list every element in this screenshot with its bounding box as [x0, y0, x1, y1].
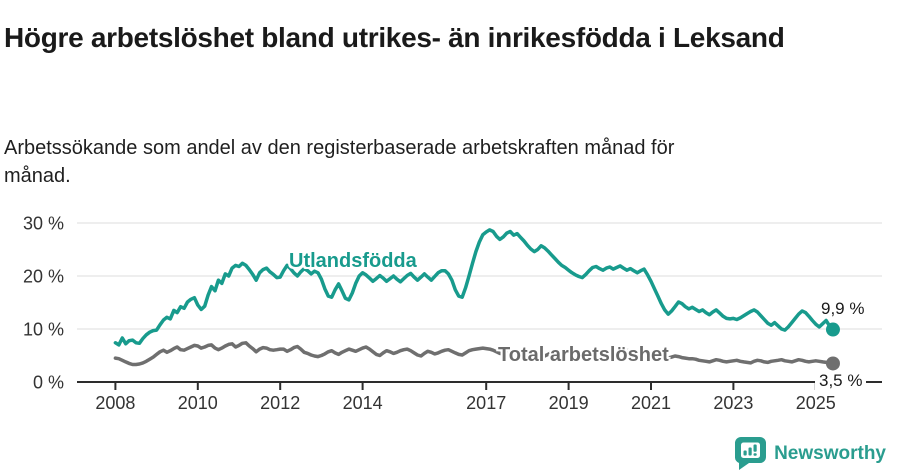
- series-end-dot-total: [825, 356, 840, 371]
- end-value-utlandsfodda: 9,9 %: [821, 299, 865, 318]
- newsworthy-logo[interactable]: Newsworthy: [735, 437, 886, 470]
- logo-bar-1: [743, 450, 747, 456]
- x-tick-label: 2010: [178, 393, 218, 413]
- end-value-total: 3,5 %: [815, 371, 867, 391]
- x-tick-label: 2019: [549, 393, 589, 413]
- series-label-utlandsfodda: Utlandsfödda: [289, 250, 417, 272]
- logo-exclamation-dot: [753, 453, 757, 456]
- series-label-total-arbetsloshet: Total arbetslöshet: [498, 344, 669, 366]
- x-tick-label: 2012: [260, 393, 300, 413]
- x-tick-label: 2021: [631, 393, 671, 413]
- y-tick-label: 20 %: [23, 267, 64, 287]
- x-tick-label: 2008: [95, 393, 135, 413]
- y-tick-label: 0 %: [33, 373, 64, 393]
- logo-exclamation-bar: [753, 444, 757, 452]
- page-title: Högre arbetslöshet bland utrikes- än inr…: [4, 21, 785, 53]
- y-tick-label: 10 %: [23, 320, 64, 340]
- x-tick-label: 2014: [343, 393, 383, 413]
- x-tick-label: 2017: [466, 393, 506, 413]
- y-tick-label: 30 %: [23, 214, 64, 234]
- newsworthy-logo-text: Newsworthy: [774, 442, 886, 464]
- x-tick-label: 2023: [713, 393, 753, 413]
- newsworthy-logo-icon: [735, 437, 767, 470]
- page-subtitle: Arbetssökande som andel av den registerb…: [4, 137, 675, 187]
- series-line-total: [113, 341, 835, 367]
- series-end-dot-utlandsfodda: [825, 322, 840, 337]
- series-line-utlandsfodda: [113, 228, 835, 347]
- x-tick-label: 2025: [796, 393, 836, 413]
- logo-bar-2: [748, 447, 752, 456]
